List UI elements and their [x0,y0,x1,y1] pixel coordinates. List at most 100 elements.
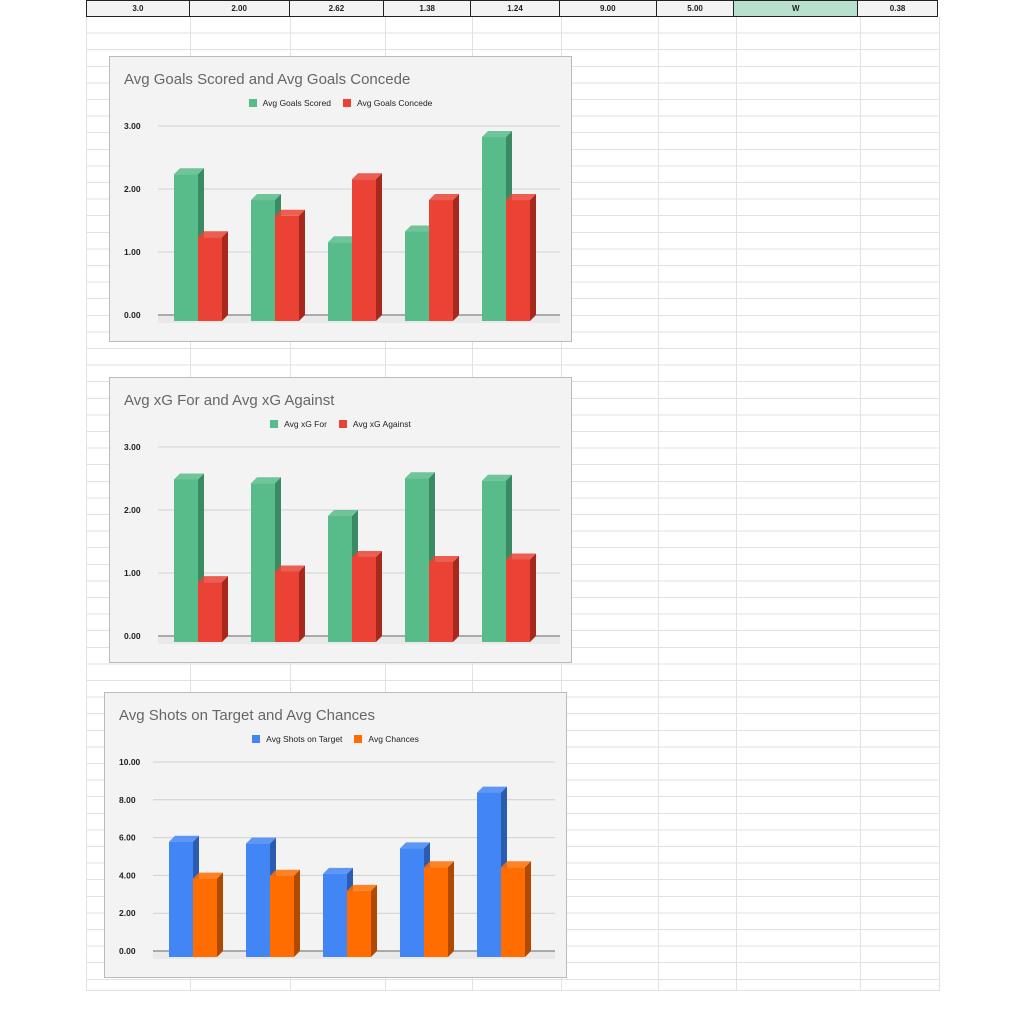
bar-top [246,837,276,844]
legend-label: Avg Goals Concede [356,98,433,108]
cell-highlighted[interactable]: W [734,1,859,16]
bar [328,242,352,321]
bar [352,179,376,321]
bar [246,843,270,957]
bar [424,867,448,957]
cell[interactable]: 2.62 [290,1,385,16]
bar-top [270,869,300,876]
column-divider [860,17,861,990]
bar [405,231,429,321]
legend-label: Avg Shots on Target [266,734,343,744]
chart-legend: Avg Goals Scored Avg Goals Concede [110,98,571,108]
bar-top [169,835,199,842]
bar-top [275,565,305,572]
bar-top [429,194,459,201]
y-tick-label: 1.00 [124,247,141,257]
bar-side [376,173,382,321]
y-tick-label: 0.00 [124,310,141,320]
bar [174,479,198,642]
column-divider [658,17,659,990]
bar-top [506,553,536,560]
y-tick-label: 0.00 [124,631,141,641]
legend-item: Avg xG For [270,419,327,429]
bar-top [174,168,204,175]
legend-label: Avg Goals Scored [262,98,331,108]
bar [275,571,299,642]
y-tick-label: 4.00 [119,870,136,880]
cell[interactable]: 5.00 [657,1,735,16]
cell[interactable]: 1.24 [471,1,560,16]
legend-label: Avg xG For [284,419,327,429]
bar-side [222,231,228,321]
bar [482,480,506,642]
chart-plot: 0.00 1.00 2.00 3.00 [124,442,560,644]
y-tick-label: 8.00 [119,795,136,805]
chart-title: Avg Goals Scored and Avg Goals Concede [124,71,411,88]
legend-item: Avg Chances [354,734,419,744]
bar-top [352,173,382,180]
cell[interactable]: 1.38 [384,1,472,16]
bar [251,483,275,642]
y-tick-label: 2.00 [124,184,141,194]
bar-top [193,872,223,879]
bar [193,878,217,957]
bar-top [328,510,358,516]
bar-top [275,209,305,216]
bar-top [198,231,228,238]
chart-plot: 0.00 1.00 2.00 3.00 [124,121,560,323]
bar-side [376,550,382,642]
bar [275,215,299,321]
legend-swatch [338,420,347,428]
chart-legend: Avg Shots on Target Avg Chances [105,734,566,744]
spreadsheet-row: 3.0 2.00 2.62 1.38 1.24 9.00 5.00 W 0.38 [86,0,938,17]
bar [198,237,222,321]
legend-swatch [270,420,279,428]
bar [251,200,275,321]
bar-top [352,550,382,557]
bar-side [217,872,223,957]
y-tick-label: 10.00 [119,757,141,767]
bar-top [400,842,430,849]
cell[interactable]: 2.00 [190,1,290,16]
bar [198,582,222,642]
bar-top [424,861,454,868]
legend-swatch [354,735,363,743]
bar-top [482,474,512,481]
bar-side [530,553,536,642]
legend-label: Avg Chances [368,734,419,744]
bar [506,559,530,642]
legend-swatch [252,735,261,743]
bar [400,848,424,957]
bar-side [371,884,377,957]
bar-side [222,576,228,642]
legend-swatch [342,99,351,107]
bar [429,561,453,642]
bar-side [530,194,536,321]
chart-legend: Avg xG For Avg xG Against [110,419,571,429]
legend-swatch [248,99,257,107]
bar-top [405,225,435,232]
chart-shots[interactable]: 0.00 2.00 4.00 6.00 8.00 10.00 Avg Shots on T… [104,692,567,978]
chart-xg[interactable]: 0.00 1.00 2.00 3.00 Avg xG For and Avg xG A… [109,377,572,663]
y-tick-label: 1.00 [124,568,141,578]
bar-top [328,236,358,243]
chart-title: Avg Shots on Target and Avg Chances [119,707,376,724]
column-divider [736,17,737,990]
bar [477,792,501,957]
bar [352,556,376,642]
bar [506,200,530,321]
chart-plot: 0.00 2.00 4.00 6.00 8.00 10.00 [119,757,555,959]
chart-goals[interactable]: 0.00 1.00 2.00 3.00 Avg Goals Scored and Av… [109,56,572,342]
bar-top [251,477,281,484]
bar-top [347,884,377,891]
cell[interactable]: 9.00 [560,1,657,16]
y-tick-label: 2.00 [124,505,141,515]
cell[interactable]: 3.0 [87,1,190,16]
cell[interactable]: 0.38 [889,4,906,13]
bar [429,200,453,321]
bar [482,137,506,321]
bar-side [525,861,531,957]
bar-side [448,861,454,957]
bar [328,516,352,642]
chart-title: Avg xG For and Avg xG Against [124,392,335,409]
